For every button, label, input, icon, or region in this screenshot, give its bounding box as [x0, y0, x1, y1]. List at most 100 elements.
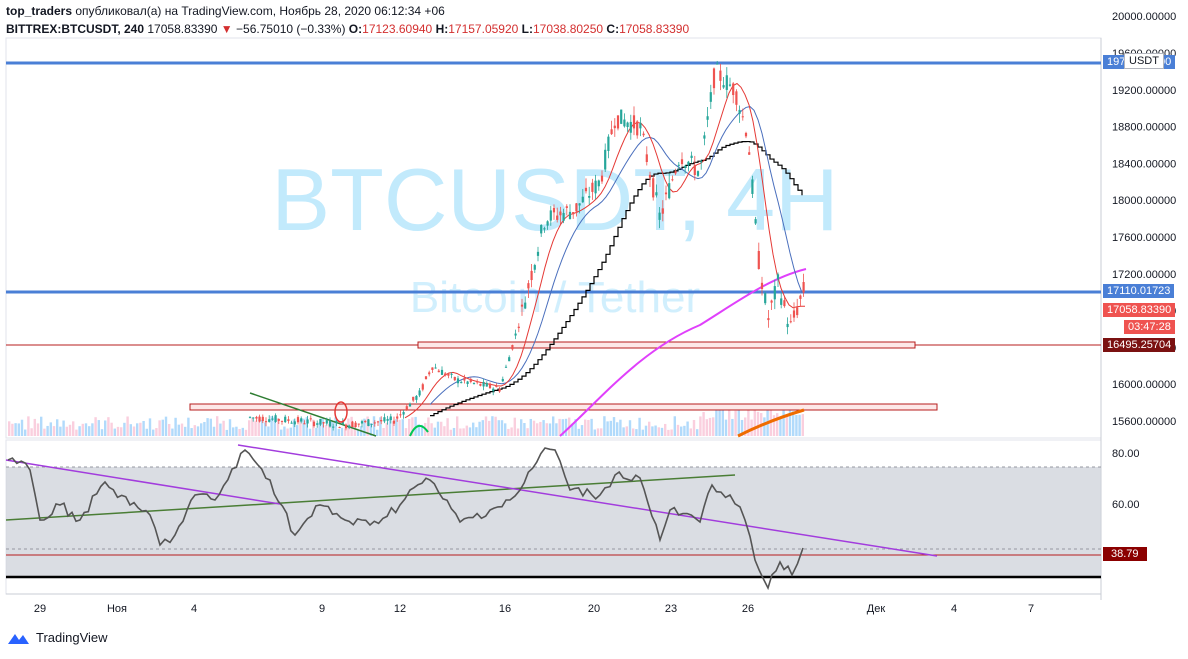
symbol-label[interactable]: BITTREX:BTCUSDT, 240: [6, 22, 145, 36]
rsi-purple-trend-left[interactable]: [5, 459, 281, 505]
volume-bar: [46, 425, 49, 436]
volume-bar: [283, 426, 286, 436]
candle-body: [565, 206, 568, 209]
volume-bar: [187, 417, 190, 436]
descending-trendline[interactable]: [249, 392, 377, 437]
candle-body: [463, 378, 466, 381]
green-arrow-drawing[interactable]: [409, 425, 429, 437]
price-axis[interactable]: 20000.0000019600.0000019200.0000018800.0…: [1112, 11, 1176, 428]
volume-bar: [436, 421, 440, 436]
volume-bar: [443, 426, 446, 436]
volume-bar: [670, 429, 673, 436]
volume-bar: [289, 427, 292, 436]
volume-bar: [628, 420, 632, 436]
footer-brand[interactable]: TradingView: [36, 630, 108, 645]
volume-bar: [510, 427, 513, 436]
volume-bar: [792, 411, 795, 436]
volume-bar: [174, 417, 177, 436]
rsi-axis[interactable]: 80.00 60.00: [1112, 448, 1140, 511]
low-label: L:: [521, 22, 533, 36]
candlesticks[interactable]: [248, 60, 805, 431]
published-text: опубликовал(а) на TradingView.com, Ноябр…: [75, 4, 445, 18]
rsi-tick-label: 60.00: [1112, 499, 1140, 511]
candle-body: [776, 274, 780, 280]
candle-body: [508, 357, 511, 362]
candle-body: [556, 215, 559, 220]
candle-body: [540, 225, 543, 234]
volume-bar: [484, 416, 488, 436]
volume-bar: [648, 421, 651, 436]
volume-bar: [318, 422, 321, 436]
volume-bar: [523, 423, 526, 436]
volume-bar: [788, 408, 792, 436]
volume-bar: [296, 425, 299, 436]
candle-body: [488, 383, 492, 389]
candle-body: [351, 421, 354, 428]
candle-body: [613, 125, 616, 129]
volume-bar: [606, 421, 609, 436]
volume-bar: [120, 427, 123, 436]
volume-bar: [712, 417, 715, 436]
candle-body: [719, 70, 722, 81]
red-circle-drawing[interactable]: [334, 401, 348, 423]
candle-body: [623, 119, 626, 127]
rsi-green-trendline[interactable]: [5, 474, 736, 521]
volume-bar: [561, 419, 564, 436]
rsi-purple-trend-right[interactable]: [237, 444, 938, 557]
candle-body: [575, 203, 578, 212]
volume-bar: [110, 422, 113, 436]
volume-bar: [459, 428, 462, 436]
time-axis[interactable]: 29 Ноя 4 9 12 16 20 23 26 Дек 4 7: [34, 603, 1034, 615]
volume-bar: [689, 428, 692, 436]
candle-body: [559, 211, 562, 216]
volume-bar: [24, 429, 27, 436]
volume-bar: [417, 424, 420, 436]
candle-body: [722, 85, 725, 88]
price-tick-label: 16000.00000: [1112, 379, 1176, 391]
volume-bar: [420, 424, 424, 436]
candle-body: [344, 424, 348, 429]
volume-bar: [142, 420, 145, 436]
time-tick-label: Дек: [867, 603, 886, 615]
candle-body: [312, 421, 316, 427]
candle-body: [252, 417, 255, 419]
candle-body: [792, 310, 796, 318]
volume-bar: [222, 420, 225, 436]
volume-bar: [81, 423, 84, 436]
candle-body: [338, 426, 341, 429]
author-name[interactable]: top_traders: [6, 4, 73, 18]
candle-body: [588, 196, 591, 198]
volume-bar: [107, 417, 110, 436]
candle-body: [671, 179, 674, 181]
candle-body: [552, 207, 556, 213]
volume-bar: [801, 414, 804, 436]
volume-bar: [625, 426, 628, 436]
volume-bar: [254, 420, 257, 436]
candle-body: [728, 84, 732, 86]
candle-body: [261, 416, 264, 422]
volume-bar: [62, 420, 65, 436]
volume-bar: [785, 416, 788, 436]
candle-body: [434, 367, 437, 369]
candle-body: [348, 425, 351, 428]
volume-bar: [478, 421, 481, 436]
volume-bar: [462, 428, 465, 436]
volume-bar: [145, 428, 148, 436]
candle-body: [725, 75, 728, 90]
volume-bar: [593, 429, 596, 436]
volume-bar: [219, 423, 222, 436]
volume-bar: [542, 420, 545, 436]
volume-bar: [30, 428, 33, 436]
candle-body: [706, 116, 709, 120]
candle-body: [751, 179, 754, 194]
close-label: C:: [606, 22, 620, 36]
candle-body: [767, 318, 770, 321]
volume-bar: [152, 429, 155, 436]
support-zone-lower[interactable]: [189, 403, 938, 411]
candle-body: [645, 154, 648, 163]
candle-body: [389, 416, 392, 421]
candle-body: [712, 68, 716, 89]
candle-body: [524, 302, 527, 309]
candle-body: [277, 419, 280, 421]
